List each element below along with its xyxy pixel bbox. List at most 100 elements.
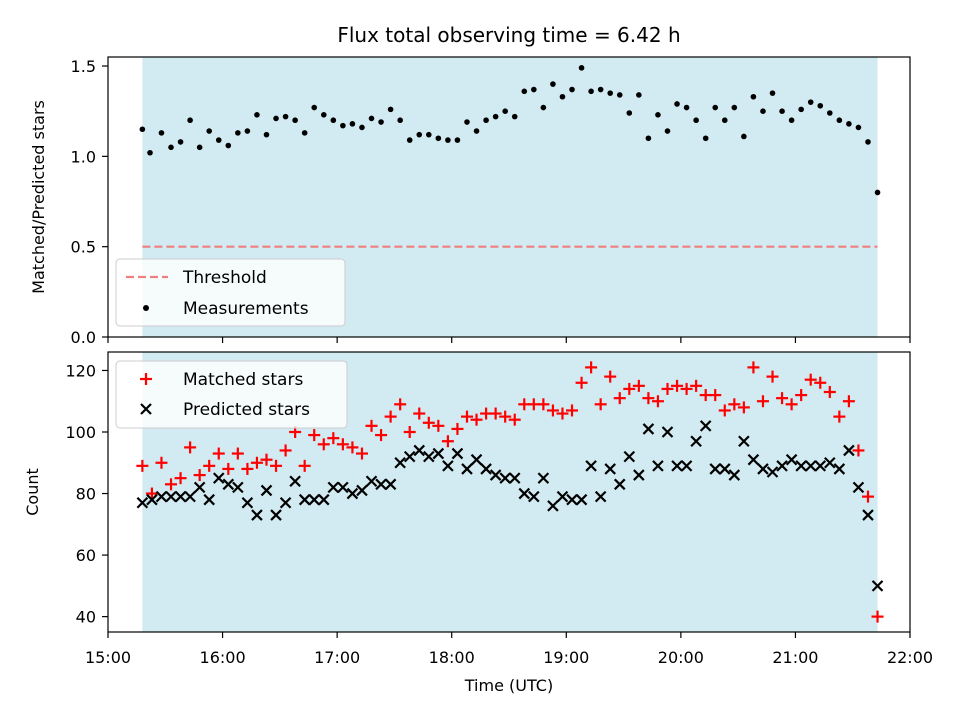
matched-star-point <box>833 410 846 423</box>
measurement-point <box>263 131 270 138</box>
matched-star-point <box>566 404 579 417</box>
bottom-x-tick-label: 15:00 <box>85 648 131 667</box>
bottom-x-tick-label: 21:00 <box>772 648 818 667</box>
matched-star-point <box>871 610 884 623</box>
matched-star-point <box>594 398 607 411</box>
measurement-point <box>483 117 489 124</box>
matched-star-point <box>585 361 598 374</box>
bottom-x-tick-label: 19:00 <box>543 648 589 667</box>
predicted-legend-swatch <box>140 403 152 415</box>
measurement-point <box>311 104 318 111</box>
matched-star-point <box>212 447 225 460</box>
predicted-star-point <box>508 472 521 484</box>
matched-star-point <box>671 379 684 392</box>
measurement-point <box>760 108 766 114</box>
predicted-star-point <box>184 490 196 503</box>
matched-star-point <box>632 379 645 392</box>
matched-star-point <box>432 419 445 432</box>
matched-star-point <box>556 407 569 420</box>
bottom-y-axis-label: Count <box>23 468 42 516</box>
matched-star-point <box>422 416 435 429</box>
predicted-star-point <box>193 481 206 494</box>
measurement-point <box>445 137 451 143</box>
predicted-star-point <box>604 463 616 475</box>
predicted-star-point <box>365 475 378 488</box>
measurement-point <box>387 106 394 113</box>
predicted-star-point <box>547 500 559 512</box>
predicted-star-point <box>136 496 149 509</box>
bottom-y-tick-label: 60 <box>76 546 96 565</box>
matched-star-point <box>184 441 197 454</box>
predicted-star-point <box>451 447 464 460</box>
measurement-point <box>273 115 279 122</box>
matched-star-point <box>384 410 397 423</box>
measurement-point <box>559 93 566 100</box>
predicted-star-point <box>824 456 836 469</box>
predicted-star-point <box>432 447 445 460</box>
predicted-star-point <box>251 509 263 521</box>
bottom-y-tick-label: 120 <box>65 361 96 380</box>
predicted-star-point <box>718 463 731 475</box>
predicted-star-point <box>270 509 282 521</box>
measurement-point <box>741 133 747 140</box>
measurement-point <box>511 113 518 120</box>
matched-star-point <box>241 462 254 475</box>
measurement-point <box>492 113 499 120</box>
predicted-star-point <box>212 472 225 484</box>
bottom-y-tick-label: 80 <box>76 485 96 504</box>
matched-star-point <box>651 395 664 408</box>
measurement-point <box>664 128 671 134</box>
measurement-point <box>846 121 852 127</box>
top-y-tick-label: 1.0 <box>71 147 96 166</box>
matched-star-point <box>842 395 855 408</box>
matched-star-point <box>785 398 798 411</box>
predicted-star-point <box>403 450 416 463</box>
measurement-point <box>588 88 594 95</box>
matched-star-point <box>336 438 349 451</box>
top-legend-label-threshold: Threshold <box>182 268 267 288</box>
measurement-point <box>865 139 871 145</box>
matched-star-point <box>317 438 330 451</box>
predicted-star-point <box>613 478 626 491</box>
bottom-x-tick-label: 18:00 <box>429 648 475 667</box>
bottom-legend-label-matched: Matched stars <box>183 370 303 390</box>
predicted-star-point <box>680 460 693 472</box>
measurement-point <box>721 117 728 124</box>
matched-star-point <box>308 429 321 442</box>
matched-star-point <box>766 370 779 383</box>
predicted-star-point <box>308 493 321 506</box>
measurement-point <box>817 102 824 109</box>
matched-star-point <box>327 432 340 445</box>
matched-star-point <box>776 392 789 405</box>
measurement-point <box>187 117 193 124</box>
measurement-point <box>836 117 843 124</box>
predicted-star-point <box>776 460 788 472</box>
predicted-star-point <box>594 490 607 503</box>
matched-star-point <box>460 410 473 423</box>
measurement-point <box>578 65 585 71</box>
predicted-star-point <box>203 493 215 506</box>
measurements-legend-swatch <box>143 305 149 311</box>
measurement-point <box>569 86 575 93</box>
measurement-point <box>827 110 833 116</box>
matched-star-point <box>413 407 426 420</box>
measurement-point <box>426 131 432 138</box>
measurement-point <box>750 93 757 100</box>
measurement-point <box>798 106 804 113</box>
matched-star-point <box>145 487 158 500</box>
measurement-point <box>788 117 795 124</box>
measurement-point <box>177 139 184 145</box>
measurement-point <box>292 117 298 124</box>
predicted-star-point <box>738 435 750 448</box>
predicted-star-point <box>804 460 817 472</box>
measurement-point <box>416 131 423 138</box>
predicted-star-point <box>241 496 254 509</box>
predicted-star-point <box>709 463 722 475</box>
predicted-star-point <box>766 466 779 478</box>
top-y-axis-label: Matched/Predicted stars <box>29 100 48 294</box>
predicted-star-point <box>423 450 435 463</box>
matched-star-point <box>355 447 368 460</box>
matched-star-point <box>136 459 149 472</box>
predicted-star-point <box>155 490 168 503</box>
bottom-legend: Matched stars Predicted stars <box>115 360 348 429</box>
